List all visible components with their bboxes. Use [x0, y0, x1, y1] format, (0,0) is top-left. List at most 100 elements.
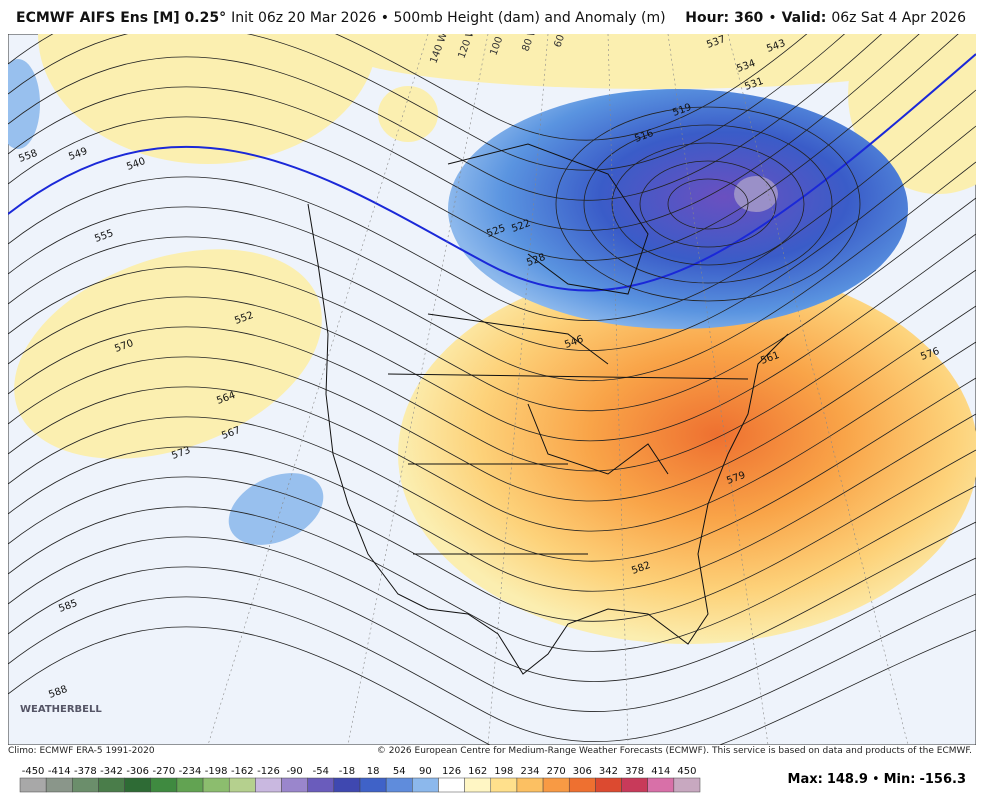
color-box	[72, 777, 99, 793]
color-box	[595, 777, 622, 793]
contour-line	[639, 160, 777, 248]
contour-line	[8, 521, 976, 682]
contour-line	[8, 233, 976, 442]
max-label: Max:	[787, 772, 823, 787]
colorbar-label: -126	[257, 766, 280, 777]
copyright: © 2026 European Centre for Medium-Range …	[376, 746, 972, 756]
colorbar-label: -234	[179, 766, 202, 777]
contour-line	[8, 125, 976, 351]
contour-line	[8, 377, 976, 562]
color-box	[98, 777, 125, 793]
graticule	[487, 34, 549, 745]
climo: Climo: ECMWF ERA-5 1991-2020	[8, 746, 155, 756]
header-right: Hour: 360 • Valid: 06z Sat 4 Apr 2026	[685, 10, 966, 26]
color-box	[176, 777, 204, 793]
contour-line	[8, 34, 959, 261]
colorbar-label: -54	[313, 766, 329, 777]
contour-line	[555, 106, 861, 302]
colorbar: -450 -414 -378 -342 -306 -270 -234 -198 -162 -126…	[19, 766, 701, 793]
contour-line	[8, 413, 976, 592]
contour-line	[8, 485, 976, 652]
contour-line	[8, 626, 976, 745]
color-box	[568, 777, 596, 793]
colorbar-label: 126	[442, 766, 461, 777]
colorbar-label: -450	[22, 766, 45, 777]
colorbar-label: 54	[393, 766, 406, 777]
color-box	[333, 777, 361, 793]
max-min: Max: 148.9 • Min: -156.3	[788, 772, 966, 787]
color-box	[228, 777, 256, 793]
contour-line	[8, 53, 976, 292]
colorbar-label: 234	[520, 766, 539, 777]
contour-line	[8, 34, 920, 231]
contour-line	[611, 142, 805, 266]
color-box	[124, 777, 152, 793]
color-box	[202, 777, 230, 793]
hour-label: Hour:	[685, 10, 730, 26]
colorbar-label: -306	[126, 766, 149, 777]
contour-line	[8, 34, 846, 171]
height-contours	[8, 34, 976, 745]
color-box	[647, 777, 675, 793]
header-left: ECMWF AIFS Ens [M] 0.25° Init 06z 20 Mar…	[16, 10, 666, 26]
colorbar-label: 306	[573, 766, 592, 777]
color-box	[385, 777, 413, 793]
contour-line	[667, 178, 749, 230]
colorbar-label: -198	[205, 766, 228, 777]
colorbar-label: -18	[339, 766, 355, 777]
contour-line	[8, 449, 976, 622]
valid-label: Valid:	[781, 10, 827, 26]
colorbar-label: 270	[547, 766, 566, 777]
anomaly-shading	[8, 34, 976, 644]
colorbar-label: 450	[677, 766, 696, 777]
separator: •	[871, 772, 880, 787]
color-box	[464, 777, 492, 793]
colorbar-label: 18	[367, 766, 380, 777]
color-box	[490, 777, 518, 793]
graticule	[607, 34, 629, 745]
color-box	[19, 777, 47, 793]
color-box	[673, 777, 701, 793]
color-box	[412, 777, 439, 793]
min: -156.3	[919, 772, 966, 787]
coastlines	[307, 143, 789, 675]
colorbar-label: -270	[152, 766, 175, 777]
color-box	[307, 777, 335, 793]
contour-line	[8, 341, 976, 532]
color-box	[438, 777, 465, 793]
color-box	[281, 777, 308, 793]
contour-line	[8, 34, 883, 201]
contour-line	[8, 197, 976, 412]
subtitle: Init 06z 20 Mar 2026 • 500mb Height (dam…	[231, 10, 666, 26]
graticule	[347, 34, 489, 745]
color-box	[542, 777, 570, 793]
colorbar-label: -414	[48, 766, 71, 777]
min-label: Min:	[883, 772, 916, 787]
contour-line	[583, 124, 833, 284]
logo: WEATHERBELL	[20, 704, 102, 715]
contour-line	[8, 34, 808, 141]
contour-line	[8, 269, 976, 472]
valid: 06z Sat 4 Apr 2026	[831, 10, 966, 26]
colorbar-label: 342	[599, 766, 618, 777]
colorbar-label: -90	[286, 766, 302, 777]
graticule	[727, 34, 909, 745]
contour-line	[8, 89, 976, 321]
colorbar-label: 162	[468, 766, 487, 777]
color-box	[255, 777, 282, 793]
color-box	[150, 777, 178, 793]
contour-line	[8, 161, 976, 382]
color-box	[45, 777, 73, 793]
color-box	[359, 777, 387, 793]
colorbar-label: 90	[419, 766, 432, 777]
title: ECMWF AIFS Ens [M] 0.25°	[16, 10, 227, 26]
contour-line	[8, 593, 976, 743]
color-box	[516, 777, 544, 793]
separator: •	[768, 10, 777, 26]
map: 140 W 120 W 100 W 80 W 60 W 558 5495405555525…	[8, 34, 976, 745]
contour-line	[8, 305, 976, 502]
contour-line	[8, 557, 976, 712]
colorbar-label: -378	[74, 766, 97, 777]
color-box	[621, 777, 648, 793]
